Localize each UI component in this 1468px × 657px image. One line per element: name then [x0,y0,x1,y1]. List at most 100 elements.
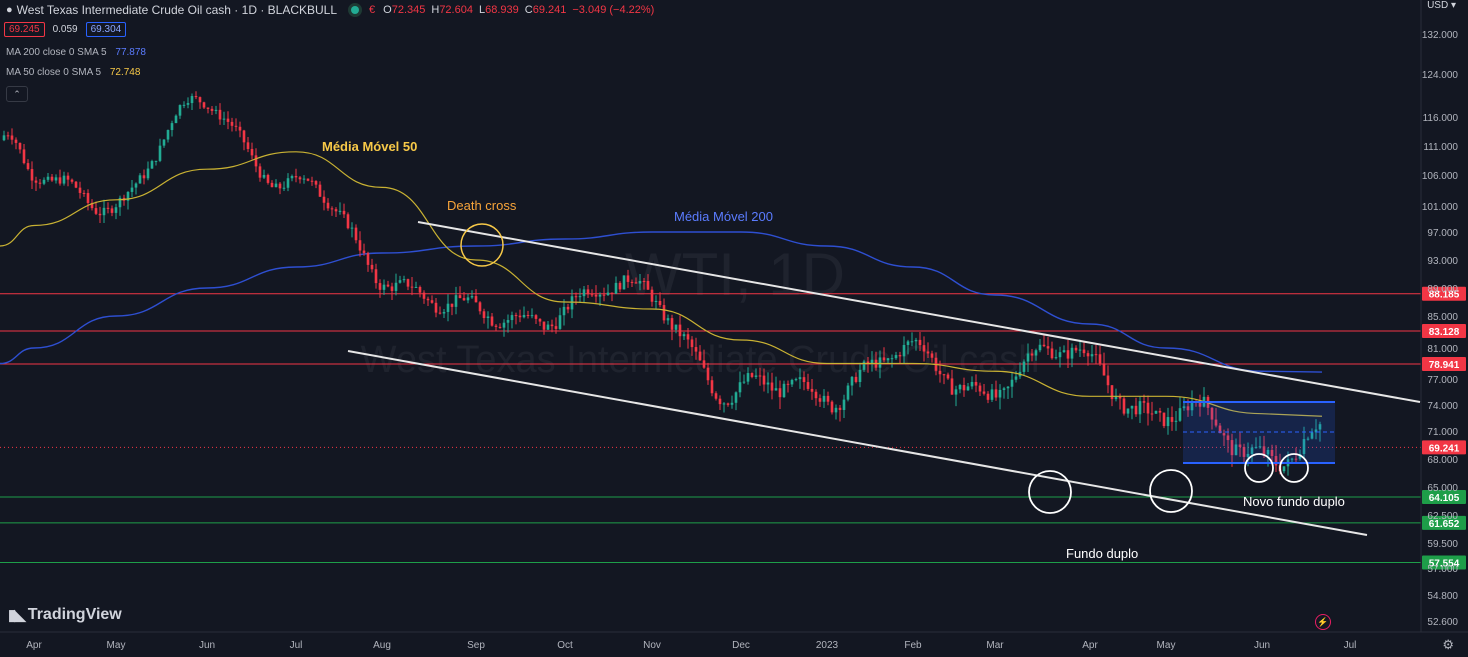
candle-body [654,301,658,303]
candle-up [486,311,490,329]
candle-body [358,240,362,251]
flash-icon[interactable]: ⚡ [1315,614,1331,630]
price-tick-label: 97.000 [1427,228,1458,239]
candle-body [6,135,10,137]
candle-body [686,334,690,340]
candle-down [642,277,646,290]
candle-body [602,294,606,296]
candle-body [438,312,442,314]
candle-up [402,275,406,283]
candle-down [942,373,946,385]
candle-down [702,349,706,369]
indicator-ma200[interactable]: MA 200 close 0 SMA 5 77.878 [6,47,146,58]
indicator-ma50[interactable]: MA 50 close 0 SMA 5 72.748 [6,67,140,78]
candle-up [754,368,758,380]
candle-body [790,379,794,385]
symbol-title[interactable]: West Texas Intermediate Crude Oil cash ·… [16,3,338,17]
candle-up [1010,371,1014,398]
candle-body [38,182,42,184]
candle-body [406,279,410,287]
candle-up [1002,386,1006,399]
candle-down [86,189,90,211]
tradingview-logo[interactable]: ▮◣ TradingView [8,606,122,624]
candle-body [610,292,614,294]
candle-body [810,388,814,392]
candle-down [1210,407,1214,430]
candle-up [186,97,190,109]
candle-body [450,303,454,307]
currency-selector[interactable]: USD ▾ [1427,0,1456,11]
time-tick-label: Oct [557,640,573,651]
candle-body [222,118,226,120]
candle-up [558,307,562,330]
candle-body [894,355,898,359]
candle-body [306,178,310,181]
candle-up [1026,343,1030,373]
gear-icon[interactable]: ⚙ [1442,637,1454,652]
candle-up [654,295,658,310]
bottom-circle [1028,470,1072,514]
candle-up [914,337,918,351]
candle-down [854,372,858,384]
candle-body [1058,352,1062,358]
candle-down [298,175,302,184]
candle-down [650,286,654,307]
candle-up [510,311,514,329]
candle-body [206,107,210,109]
candle-up [870,351,874,372]
candle-body [354,227,358,241]
candle-body [418,286,422,293]
time-tick-label: Dec [732,640,750,651]
candle-body [1134,405,1138,415]
candle-body [1006,386,1010,389]
candle-body [830,401,834,413]
candle-body [46,176,50,180]
candle-down [810,379,814,400]
candle-down [1086,350,1090,366]
candle-down [246,137,250,153]
price-change: −3.049 (−4.22%) [572,4,655,16]
candle-body [706,367,710,381]
candle-body [338,210,342,212]
candle-body [1126,408,1130,414]
candle-body [898,355,902,357]
ask-button[interactable]: 69.304 [85,22,127,37]
candle-body [750,373,754,377]
candle-down [218,103,222,125]
candle-down [482,308,486,324]
candle-up [1138,396,1142,424]
candle-down [1110,385,1114,407]
candle-body [230,121,234,126]
candle-down [518,309,522,323]
candle-up [1290,457,1294,463]
resistance-level-price-label: 88.185 [1429,290,1460,301]
candle-body [318,184,322,197]
candle-body [1034,350,1038,356]
candle-body [130,187,134,192]
bottom-circle [1244,453,1274,483]
bid-button[interactable]: 69.245 [4,22,45,37]
price-tick-label: 81.000 [1427,344,1458,355]
candle-down [362,243,366,256]
candle-up [134,182,138,195]
candle-body [442,311,446,314]
candle-up [954,385,958,407]
price-tick-label: 68.000 [1427,455,1458,466]
candle-body [1098,354,1102,364]
ohlc-open: O72.345 [383,4,426,16]
candle-up [674,324,678,334]
candle-body [250,148,254,156]
candle-up [850,376,854,396]
candle-body [494,325,498,327]
candle-body [1262,446,1266,455]
collapse-indicators-button[interactable]: ⌃ [6,86,28,102]
candle-body [554,326,558,329]
time-tick-label: Apr [1082,640,1098,651]
candle-up [1006,385,1010,400]
candle-body [342,210,346,215]
drawings [347,221,1421,536]
time-tick-label: May [107,640,126,651]
candle-body [1166,417,1170,427]
candle-down [322,190,326,211]
